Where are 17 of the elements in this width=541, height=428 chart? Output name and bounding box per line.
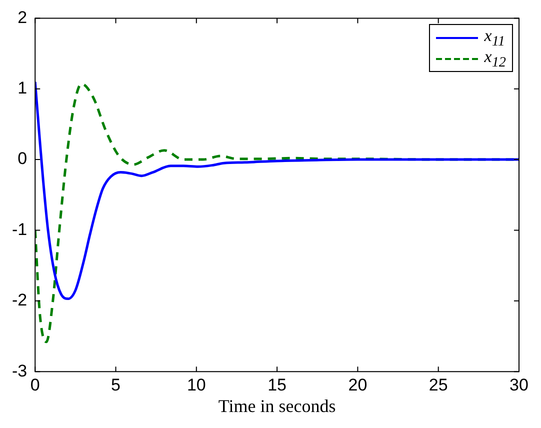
legend-label: x$_{11}$ <box>484 26 505 49</box>
y-tick-label: 1 <box>18 78 28 98</box>
x-tick-label: 30 <box>510 375 528 394</box>
x-tick-label: 0 <box>30 375 40 394</box>
legend-label: x$_{12}$ <box>484 46 506 71</box>
y-tick-label: -3 <box>12 361 28 380</box>
x-tick-label: 15 <box>268 375 287 394</box>
y-tick-label: 2 <box>18 8 28 27</box>
x-tick-label: 5 <box>111 375 120 394</box>
x-tick-label: 25 <box>428 375 448 394</box>
x-axis-title: Time in seconds <box>217 396 337 417</box>
y-tick-label: 0 <box>18 149 28 168</box>
y-tick-label: -2 <box>12 290 28 310</box>
line-series <box>35 80 519 300</box>
x-tick-label: 20 <box>348 375 368 394</box>
x-tick-label: 10 <box>186 375 206 394</box>
y-tick-label: -1 <box>12 220 28 239</box>
